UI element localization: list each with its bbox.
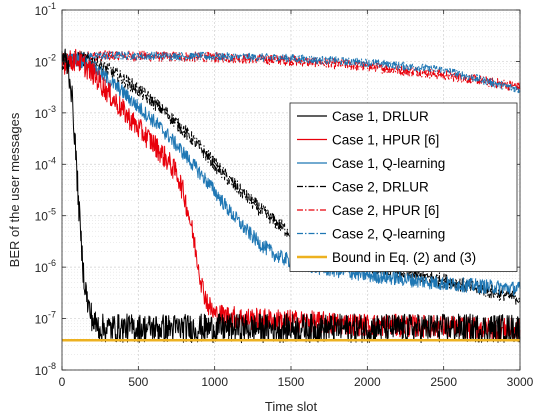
y-tick-label: 10-1 xyxy=(35,1,56,18)
series-layer xyxy=(61,48,521,344)
legend-box xyxy=(289,102,518,272)
legend: Case 1, DRLUR Case 1, HPUR [6] Case 1, Q-l… xyxy=(289,102,518,272)
x-tick-label: 3000 xyxy=(507,375,533,389)
plot-frame xyxy=(61,9,521,371)
legend-label-6: Bound in Eq. (2) and (3) xyxy=(332,250,476,265)
y-tick-label: 10-4 xyxy=(35,155,56,172)
legend-label-5: Case 2, Q-learning xyxy=(332,227,445,242)
y-tick-label: 10-6 xyxy=(35,258,56,275)
x-tick-label: 500 xyxy=(128,375,148,389)
legend-label-0: Case 1, DRLUR xyxy=(332,109,429,124)
x-tick-label: 1000 xyxy=(201,375,228,389)
ticks: 0 500 1000 1500 2000 2500 3000 10-8 10-7 10-6 10-5… xyxy=(35,1,533,389)
y-tick-label: 10-2 xyxy=(35,52,56,69)
x-tick-label: 1500 xyxy=(278,375,305,389)
series-line-5 xyxy=(61,51,521,94)
x-tick-label: 2500 xyxy=(430,375,457,389)
x-axis-label: Time slot xyxy=(265,399,318,414)
legend-label-4: Case 2, HPUR [6] xyxy=(332,203,439,218)
legend-label-3: Case 2, DRLUR xyxy=(332,180,429,195)
series-line-0 xyxy=(61,48,521,344)
x-tick-label: 2000 xyxy=(354,375,381,389)
y-tick-label: 10-3 xyxy=(35,104,56,121)
y-axis-label: BER of the user messages xyxy=(7,112,22,267)
y-tick-label: 10-5 xyxy=(35,207,56,224)
x-tick-label: 0 xyxy=(59,375,66,389)
legend-label-2: Case 1, Q-learning xyxy=(332,156,445,171)
y-tick-label: 10-8 xyxy=(35,361,56,378)
y-tick-label: 10-7 xyxy=(35,310,56,327)
legend-label-1: Case 1, HPUR [6] xyxy=(332,133,439,148)
